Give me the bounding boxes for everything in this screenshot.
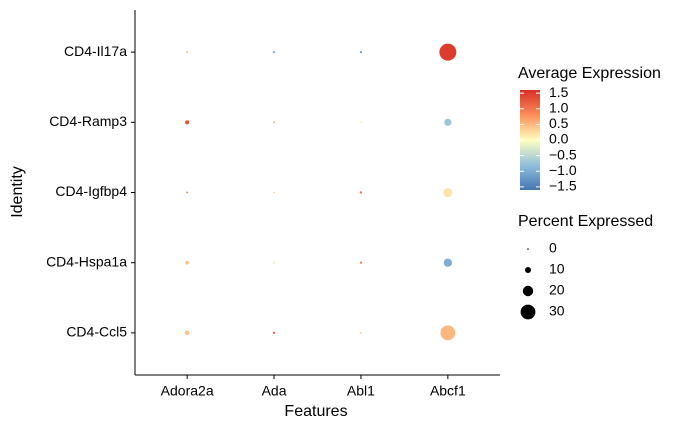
dot — [273, 261, 275, 264]
x-tick-label: Abcf1 — [430, 383, 466, 399]
dot — [359, 331, 362, 334]
dot — [359, 261, 363, 264]
color-tick-label: 1.5 — [549, 84, 569, 100]
size-key-label: 20 — [549, 282, 565, 298]
x-axis-title: Features — [284, 403, 347, 420]
size-key — [527, 248, 529, 250]
y-tick-label: CD4-Igfbp4 — [55, 183, 127, 199]
color-tick-label: 0.5 — [549, 115, 569, 131]
size-legend-title: Percent Expressed — [518, 213, 653, 230]
dot — [273, 51, 276, 54]
dot — [444, 118, 452, 126]
y-tick-label: CD4-Il17a — [64, 43, 127, 59]
dot — [184, 330, 190, 336]
size-key-label: 0 — [549, 240, 557, 256]
dot — [443, 258, 452, 267]
size-key-label: 30 — [549, 303, 565, 319]
color-tick-label: −0.5 — [549, 146, 577, 162]
y-tick-label: CD4-Ramp3 — [49, 113, 127, 129]
x-tick-label: Adora2a — [161, 383, 214, 399]
dot — [185, 120, 190, 125]
x-tick-label: Abl1 — [347, 383, 375, 399]
dot — [359, 191, 363, 194]
x-tick-label: Ada — [262, 383, 287, 399]
dot — [360, 121, 362, 124]
y-axis-title: Identity — [9, 166, 26, 218]
size-key — [525, 267, 531, 273]
dot — [359, 51, 362, 54]
color-legend-title: Average Expression — [518, 65, 661, 82]
color-tick-label: 0.0 — [549, 131, 569, 147]
size-key-label: 10 — [549, 261, 565, 277]
dot — [186, 51, 189, 54]
dot — [186, 191, 189, 194]
color-bar — [520, 90, 540, 190]
dot — [272, 331, 276, 335]
dot — [273, 191, 275, 194]
color-tick-label: −1.0 — [549, 162, 577, 178]
y-tick-label: CD4-Ccl5 — [66, 324, 127, 340]
dot — [273, 121, 276, 124]
dot — [185, 260, 190, 265]
dot — [440, 325, 456, 341]
size-key — [522, 285, 534, 297]
dot — [443, 187, 453, 198]
color-tick-label: −1.5 — [549, 178, 577, 194]
color-tick-label: 1.0 — [549, 99, 569, 115]
dot — [439, 43, 457, 61]
size-key — [520, 304, 536, 320]
y-tick-label: CD4-Hspa1a — [46, 253, 127, 269]
